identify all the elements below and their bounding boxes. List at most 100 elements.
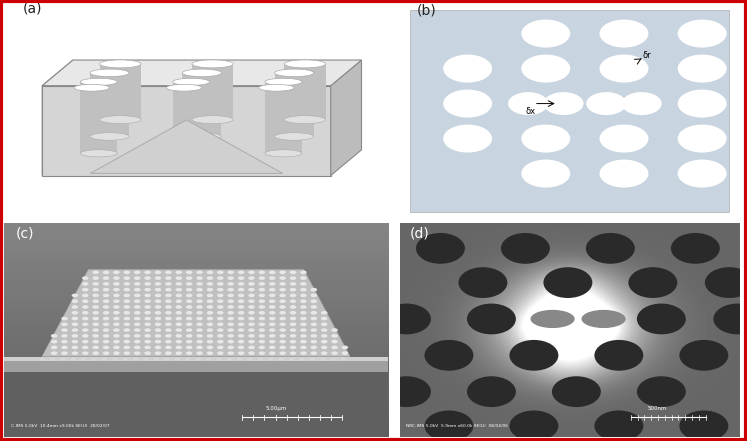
Circle shape [311,346,317,349]
Circle shape [290,328,297,332]
Circle shape [300,299,307,303]
Circle shape [176,282,182,286]
Text: (a): (a) [23,2,43,16]
Circle shape [207,322,213,326]
Circle shape [217,311,223,314]
Circle shape [196,299,203,303]
Circle shape [93,351,99,355]
Circle shape [134,311,140,314]
Circle shape [311,334,317,338]
Circle shape [248,351,255,355]
Circle shape [279,311,286,314]
Circle shape [258,334,265,338]
Circle shape [258,276,265,280]
Circle shape [290,294,297,297]
Circle shape [586,92,627,115]
Circle shape [258,305,265,309]
Circle shape [207,270,213,274]
Circle shape [258,294,265,297]
Circle shape [713,303,747,334]
Circle shape [217,317,223,320]
Circle shape [134,288,140,292]
Ellipse shape [74,84,109,91]
Circle shape [311,328,317,332]
Circle shape [290,270,297,274]
Circle shape [93,346,99,349]
Circle shape [176,311,182,314]
Circle shape [321,340,327,344]
Circle shape [144,276,151,280]
Circle shape [290,299,297,303]
Circle shape [311,305,317,309]
Ellipse shape [173,150,210,157]
Text: (d): (d) [410,227,430,241]
Circle shape [196,346,203,349]
Circle shape [72,317,78,320]
Circle shape [227,282,234,286]
Circle shape [164,358,170,361]
Bar [4,357,388,361]
Circle shape [320,358,326,361]
Circle shape [290,340,297,344]
Circle shape [279,346,286,349]
Circle shape [509,340,558,371]
Circle shape [300,276,307,280]
Circle shape [279,294,286,297]
Circle shape [552,376,601,407]
Circle shape [133,358,138,361]
Circle shape [196,322,203,326]
Polygon shape [192,64,233,120]
Circle shape [165,346,172,349]
Circle shape [103,340,109,344]
Circle shape [144,346,151,349]
Circle shape [269,322,276,326]
Polygon shape [90,120,282,173]
Circle shape [176,270,182,274]
Circle shape [176,351,182,355]
Circle shape [196,282,203,286]
Circle shape [227,334,234,338]
Circle shape [238,334,244,338]
Circle shape [123,305,130,309]
Bar [4,372,388,437]
Circle shape [176,346,182,349]
Text: NRC-IMS 5.0kV  5.9mm x60.0k SE(U)  08/04/06: NRC-IMS 5.0kV 5.9mm x60.0k SE(U) 08/04/0… [406,424,509,428]
Circle shape [114,299,120,303]
Circle shape [508,92,548,115]
Circle shape [248,334,255,338]
Circle shape [678,19,727,48]
Circle shape [248,276,255,280]
Circle shape [268,358,273,361]
Circle shape [311,299,317,303]
Circle shape [382,376,431,407]
Circle shape [61,351,68,355]
Circle shape [93,294,99,297]
Circle shape [82,299,89,303]
Circle shape [196,305,203,309]
Circle shape [186,305,193,309]
Circle shape [217,270,223,274]
Circle shape [248,317,255,320]
Circle shape [134,294,140,297]
Circle shape [103,346,109,349]
Circle shape [300,282,307,286]
Circle shape [248,288,255,292]
Circle shape [165,351,172,355]
Circle shape [81,358,87,361]
Circle shape [279,334,286,338]
Circle shape [238,305,244,309]
Circle shape [82,334,89,338]
Circle shape [186,317,193,320]
Circle shape [671,233,720,264]
Ellipse shape [90,133,129,140]
Circle shape [258,328,265,332]
Circle shape [248,346,255,349]
Circle shape [521,160,570,187]
Circle shape [207,276,213,280]
Circle shape [155,317,161,320]
Circle shape [290,317,297,320]
Circle shape [155,340,161,344]
Circle shape [207,305,213,309]
Circle shape [93,305,99,309]
Circle shape [144,294,151,297]
